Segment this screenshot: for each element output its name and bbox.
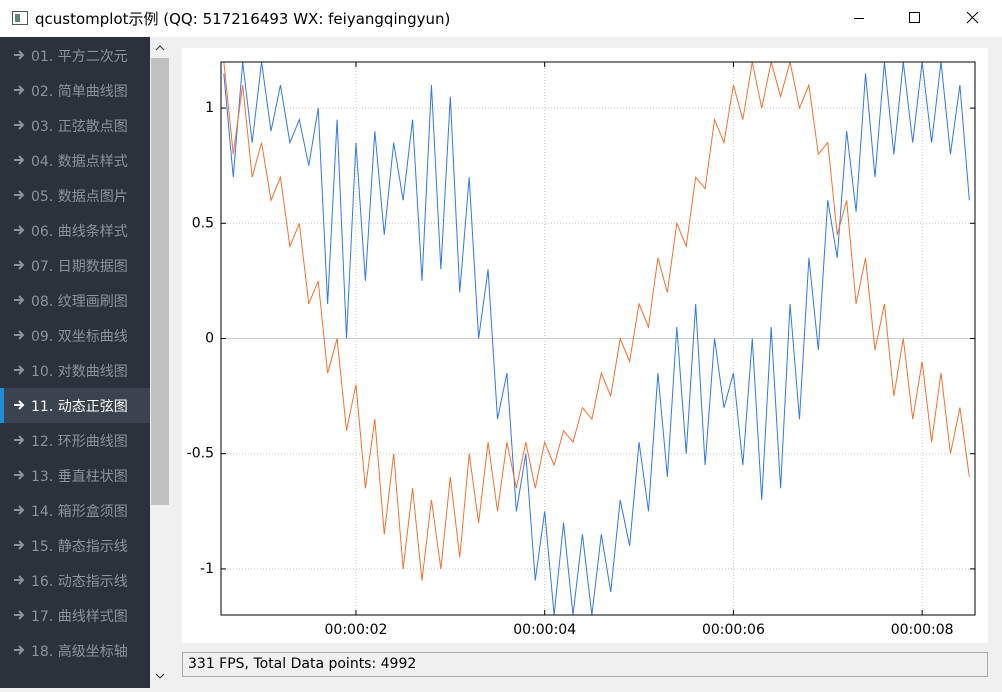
x-tick-label: 00:00:06 xyxy=(702,622,765,638)
y-tick-label: -1 xyxy=(200,561,214,577)
data-line xyxy=(223,62,970,615)
nav-item[interactable]: 01. 平方二次元 xyxy=(0,38,150,73)
nav-item[interactable]: 07. 日期数据图 xyxy=(0,248,150,283)
maximize-button[interactable] xyxy=(909,12,920,23)
status-text: 331 FPS, Total Data points: 4992 xyxy=(188,656,417,672)
x-tick-label: 00:00:02 xyxy=(325,622,388,638)
nav-item[interactable]: 08. 纹理画刷图 xyxy=(0,283,150,318)
nav-label: 08. 纹理画刷图 xyxy=(31,294,128,310)
nav-label: 07. 日期数据图 xyxy=(31,259,128,275)
nav-item[interactable]: 11. 动态正弦图 xyxy=(0,388,150,423)
arrow-icon xyxy=(14,435,25,445)
nav-label: 05. 数据点图片 xyxy=(31,189,128,205)
nav-label: 10. 对数曲线图 xyxy=(31,364,128,380)
x-tick-label: 00:00:08 xyxy=(891,622,954,638)
nav-label: 09. 双坐标曲线 xyxy=(31,329,128,345)
y-tick-label: 0 xyxy=(205,331,214,347)
nav-item[interactable]: 05. 数据点图片 xyxy=(0,178,150,213)
scroll-up[interactable] xyxy=(155,45,165,51)
nav-item[interactable]: 13. 垂直柱状图 xyxy=(0,458,150,493)
nav-item[interactable]: 14. 箱形盒须图 xyxy=(0,493,150,528)
nav-label: 12. 环形曲线图 xyxy=(31,434,128,450)
nav-label: 15. 静态指示线 xyxy=(31,539,128,555)
nav-item[interactable]: 04. 数据点样式 xyxy=(0,143,150,178)
app-icon xyxy=(12,11,28,25)
window-buttons xyxy=(854,11,979,24)
nav-item[interactable]: 06. 曲线条样式 xyxy=(0,213,150,248)
nav-label: 18. 高级坐标轴 xyxy=(31,644,128,660)
arrow-icon xyxy=(14,470,25,480)
nav-item[interactable]: 10. 对数曲线图 xyxy=(0,353,150,388)
arrow-icon xyxy=(14,610,25,620)
nav-label: 04. 数据点样式 xyxy=(31,154,128,170)
nav-item[interactable]: 15. 静态指示线 xyxy=(0,528,150,563)
nav-label: 13. 垂直柱状图 xyxy=(31,469,128,485)
arrow-icon xyxy=(14,295,25,305)
nav-item[interactable]: 16. 动态指示线 xyxy=(0,563,150,598)
nav-item[interactable]: 02. 简单曲线图 xyxy=(0,73,150,108)
arrow-icon xyxy=(14,120,25,130)
nav-item[interactable]: 17. 曲线样式图 xyxy=(0,598,150,633)
nav-item[interactable]: 12. 环形曲线图 xyxy=(0,423,150,458)
x-tick-label: 00:00:04 xyxy=(513,622,576,638)
arrow-icon xyxy=(14,505,25,515)
arrow-icon xyxy=(14,575,25,585)
arrow-icon xyxy=(14,645,25,655)
y-tick-label: 1 xyxy=(205,100,214,116)
close-button[interactable] xyxy=(966,11,979,24)
arrow-icon xyxy=(14,190,25,200)
plot-frame xyxy=(220,61,976,616)
scroll-down[interactable] xyxy=(155,673,165,679)
title-bar: qcustomplot示例 (QQ: 517216493 WX: feiyang… xyxy=(0,0,1002,37)
nav-item[interactable]: 09. 双坐标曲线 xyxy=(0,318,150,353)
nav-item[interactable]: 18. 高级坐标轴 xyxy=(0,633,150,668)
nav-label: 11. 动态正弦图 xyxy=(31,399,128,415)
scrollbar[interactable] xyxy=(150,37,170,688)
arrow-icon xyxy=(14,50,25,60)
scrollbar-graphics xyxy=(151,45,169,679)
nav-label: 17. 曲线样式图 xyxy=(31,609,128,625)
scroll-thumb[interactable] xyxy=(151,58,169,505)
y-tick-label: -0.5 xyxy=(187,446,214,462)
arrow-icon xyxy=(14,400,25,410)
data-line xyxy=(223,62,970,581)
arrow-icon xyxy=(14,225,25,235)
status-bar: 331 FPS, Total Data points: 4992 xyxy=(182,652,988,677)
arrow-icon xyxy=(14,330,25,340)
nav-label: 01. 平方二次元 xyxy=(31,49,128,65)
chart-background xyxy=(182,48,988,643)
nav-label: 03. 正弦散点图 xyxy=(31,119,128,135)
nav-label: 02. 简单曲线图 xyxy=(31,84,128,100)
arrow-icon xyxy=(14,540,25,550)
nav-item[interactable]: 03. 正弦散点图 xyxy=(0,108,150,143)
selection-bar xyxy=(0,388,4,423)
window-title: qcustomplot示例 (QQ: 517216493 WX: feiyang… xyxy=(35,10,451,28)
nav-label: 06. 曲线条样式 xyxy=(31,224,128,240)
chart: -1 -0.5 0 0.5 1 00:00:02 00:00:04 00:00:06 00:00… xyxy=(182,48,988,643)
arrow-icon xyxy=(14,365,25,375)
nav-label: 14. 箱形盒须图 xyxy=(31,504,128,520)
arrow-icon xyxy=(14,260,25,270)
sidebar: 01. 平方二次元 02. 简单曲线图 03. 正弦散点图 04. 数据点样式 05. … xyxy=(0,37,150,688)
arrow-icon xyxy=(14,155,25,165)
nav-label: 16. 动态指示线 xyxy=(31,574,128,590)
arrow-icon xyxy=(14,85,25,95)
y-tick-label: 0.5 xyxy=(192,215,214,231)
